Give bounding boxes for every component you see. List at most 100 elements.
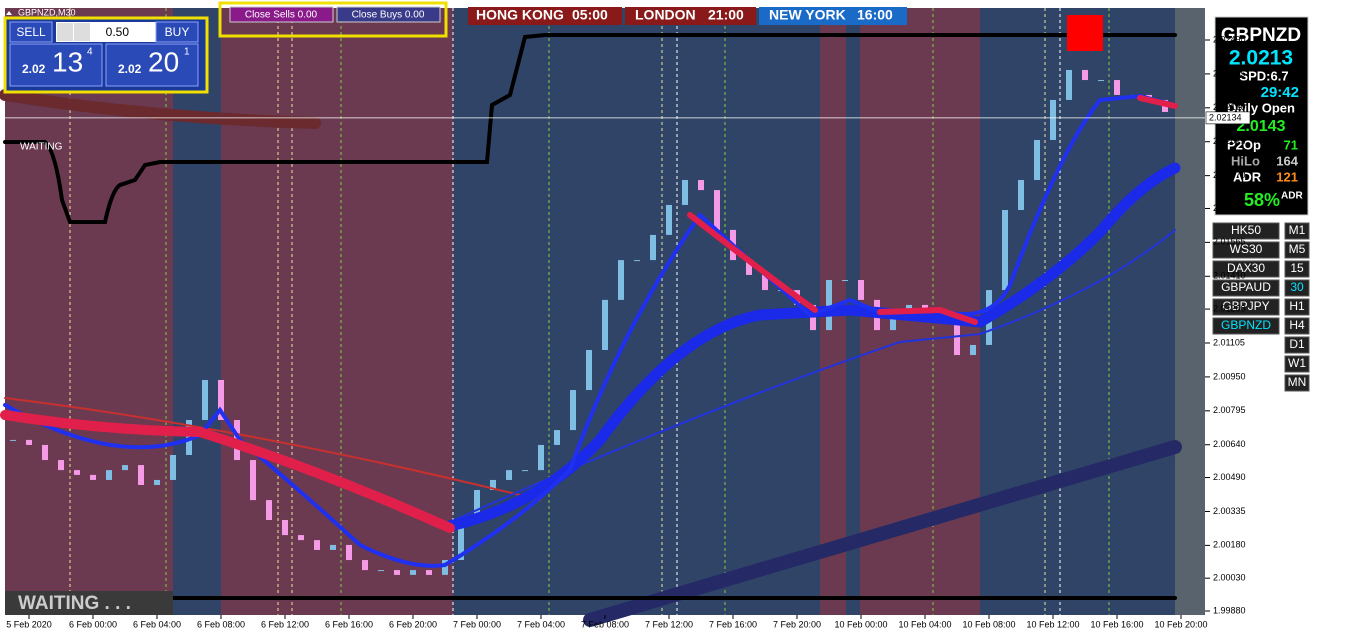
y-tick-label: 2.00030 xyxy=(1213,573,1246,583)
ask-big: 2.02 xyxy=(118,62,142,76)
candle xyxy=(538,444,544,471)
chart-margin xyxy=(1175,8,1205,615)
candle xyxy=(426,570,432,575)
symbol-label[interactable]: GBPNZD xyxy=(1221,318,1271,332)
candle xyxy=(586,350,592,391)
candle xyxy=(490,479,496,491)
timeframe-button[interactable] xyxy=(1284,260,1310,278)
ask-box[interactable] xyxy=(105,43,199,87)
sell-button[interactable] xyxy=(9,21,53,43)
ask-pips: 20 xyxy=(148,46,179,77)
candle xyxy=(10,439,16,441)
candle xyxy=(954,314,960,356)
timeframe-button[interactable] xyxy=(1284,222,1310,240)
candle xyxy=(1082,69,1088,81)
candle xyxy=(170,455,176,480)
timeframe-label[interactable]: W1 xyxy=(1288,356,1306,370)
buy-label[interactable]: BUY xyxy=(165,25,190,39)
timeframe-label[interactable]: MN xyxy=(1288,375,1307,389)
candle xyxy=(458,519,464,561)
timeframe-label[interactable]: M1 xyxy=(1289,223,1306,237)
timeframe-button[interactable] xyxy=(1284,355,1310,373)
y-tick-label: 2.02490 xyxy=(1213,34,1246,44)
status-box xyxy=(5,591,173,615)
axes: 2.02490 2.02335 2.02180 2.02025 2.01870 2.017… xyxy=(6,34,1251,629)
lot-spinner[interactable] xyxy=(74,23,90,41)
x-tick-label: 10 Feb 04:00 xyxy=(898,619,951,629)
x-tick-label: 7 Feb 00:00 xyxy=(453,619,501,629)
bid-box[interactable] xyxy=(9,43,103,87)
lot-value[interactable]: 0.50 xyxy=(106,25,130,39)
candle xyxy=(842,279,848,281)
close-sells[interactable]: Close Sells 0.00 xyxy=(245,10,318,21)
candle xyxy=(106,470,112,480)
symbol-label[interactable]: GBPJPY xyxy=(1222,299,1269,313)
sell-label[interactable]: SELL xyxy=(16,25,46,39)
close-buys[interactable]: Close Buys 0.00 xyxy=(352,10,425,21)
symbol-button[interactable] xyxy=(1212,222,1280,240)
y-tick-label: 2.00490 xyxy=(1213,472,1246,482)
candle xyxy=(1018,180,1024,210)
stat-label: P2Op xyxy=(1227,137,1261,152)
timeframe-label[interactable]: D1 xyxy=(1289,337,1305,351)
timeframe-label[interactable]: 30 xyxy=(1290,280,1304,294)
y-tick-label: 2.01260 xyxy=(1213,303,1246,313)
symbol-button[interactable] xyxy=(1212,317,1280,335)
buy-button[interactable] xyxy=(155,21,199,43)
symbol-label[interactable]: GBPAUD xyxy=(1221,280,1271,294)
candle xyxy=(298,535,304,541)
symbol-label[interactable]: HK50 xyxy=(1231,223,1261,237)
info-symbol: GBPNZD xyxy=(1221,25,1301,46)
candle xyxy=(1098,80,1104,82)
close-buys-button[interactable] xyxy=(336,6,441,23)
candle xyxy=(570,390,576,431)
candle xyxy=(858,279,864,300)
symbol-label[interactable]: DAX30 xyxy=(1227,261,1265,275)
x-tick-label: 6 Feb 00:00 xyxy=(69,619,117,629)
x-tick-label: 10 Feb 00:00 xyxy=(834,619,887,629)
timeframe-button[interactable] xyxy=(1284,374,1310,392)
timeframe-label[interactable]: M5 xyxy=(1289,242,1306,256)
symbol-label[interactable]: WS30 xyxy=(1230,242,1263,256)
y-tick-label: 2.01105 xyxy=(1213,337,1245,347)
y-tick-label: 1.99880 xyxy=(1213,605,1246,615)
candle xyxy=(74,470,80,475)
symbol-button[interactable] xyxy=(1212,279,1280,297)
session-box xyxy=(625,7,756,25)
candle xyxy=(378,570,384,572)
candle xyxy=(154,479,160,485)
x-tick-label: 10 Feb 12:00 xyxy=(1026,619,1079,629)
stat-value: 164 xyxy=(1276,153,1298,168)
candle xyxy=(122,465,128,471)
y-tick-label: 2.00950 xyxy=(1213,371,1246,381)
session-name: NEW YORK xyxy=(769,7,846,23)
lot-spinner[interactable] xyxy=(57,23,73,41)
symbol-button[interactable] xyxy=(1212,241,1280,259)
candle xyxy=(714,190,720,230)
stat-value: 71 xyxy=(1284,137,1298,152)
candle xyxy=(970,344,976,356)
close-sells-button[interactable] xyxy=(229,6,334,23)
timeframe-button[interactable] xyxy=(1284,241,1310,259)
timeframe-button[interactable] xyxy=(1284,298,1310,316)
candle xyxy=(26,439,32,445)
symbol-button[interactable] xyxy=(1212,260,1280,278)
timeframe-label[interactable]: H1 xyxy=(1289,299,1305,313)
timeframe-button[interactable] xyxy=(1284,279,1310,297)
symbol-button[interactable] xyxy=(1212,298,1280,316)
candle xyxy=(314,540,320,550)
session-name: LONDON xyxy=(635,7,696,23)
timeframe-label[interactable]: 15 xyxy=(1290,261,1304,275)
bid-frac: 4 xyxy=(87,47,93,58)
x-tick-label: 10 Feb 16:00 xyxy=(1090,619,1143,629)
timeframe-label[interactable]: H4 xyxy=(1289,318,1305,332)
candle xyxy=(522,470,528,472)
timeframe-button[interactable] xyxy=(1284,336,1310,354)
session-time: 16:00 xyxy=(857,7,893,23)
candle xyxy=(1114,80,1120,95)
candle xyxy=(474,490,480,520)
y-tick-label: 2.01565 xyxy=(1213,237,1246,247)
timeframe-button[interactable] xyxy=(1284,317,1310,335)
